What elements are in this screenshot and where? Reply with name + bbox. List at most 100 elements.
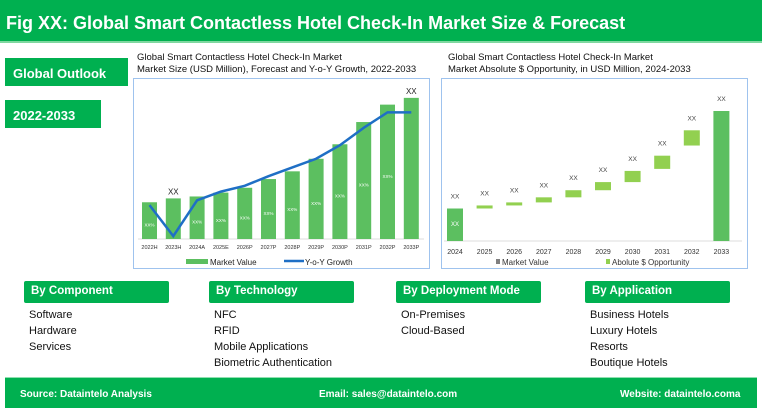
x-tick-label: 2023H [165,245,181,251]
footer: Source: Dataintelo Analysis Email: sales… [5,377,757,408]
chart1-title: Global Smart Contactless Hotel Check-In … [137,52,416,76]
segment-item: Boutique Hotels [590,357,668,369]
bar-2031P [356,122,372,239]
footer-website[interactable]: Website: dataintelo.coma [620,389,741,400]
bar-label: XX% [335,194,345,199]
x-tick-label: 2028 [566,249,582,256]
bar-2033 [713,111,730,241]
legend-swatch-market-value [496,259,500,264]
chart2-box: XX 2024 XX 2025 XX 2026 XX 2027 XX 2028 XX 2029 XX 20… [441,78,748,269]
bar-2030P [332,144,348,239]
bar-2028 [565,190,582,198]
bar-label: XX% [359,183,369,188]
data-label: XX [569,175,578,182]
data-label: XX [510,187,519,194]
chart1-title-line2: Market Size (USD Million), Forecast and … [137,64,417,75]
data-label: XX [717,96,726,103]
bar-label: XX% [311,201,321,206]
segment-list: On-Premises Cloud-Based [401,307,465,339]
x-tick-label: 2024A [189,245,205,251]
segment-header: By Application [585,281,730,303]
x-tick-label: 2028P [284,245,300,251]
bar-label: XX% [263,211,273,216]
segment-item: Luxury Hotels [590,325,658,337]
bar-2029P [308,158,324,239]
x-tick-label: 2025 [477,249,493,256]
x-tick-label: 2032P [380,245,396,251]
bar-2027 [535,197,552,203]
x-tick-label: 2026P [237,245,253,251]
legend-swatch-opportunity [606,259,610,264]
chart1-title-line1: Global Smart Contactless Hotel Check-In … [137,52,342,63]
bar-2030 [624,170,641,183]
bar-2032P [380,104,395,239]
bar-label: XX% [382,174,392,179]
chart2-title-line2: Market Absolute $ Opportunity, in USD Mi… [448,64,691,75]
segment-item: Biometric Authentication [214,357,333,369]
bar-2025 [476,205,493,209]
segment-header: By Deployment Mode [396,281,541,303]
bar-label: XX% [192,220,202,225]
x-tick-label: 2033P [403,245,419,251]
segment-list: NFC RFID Mobile Applications Biometric Auth… [214,307,332,371]
x-tick-label: 2029P [308,245,324,251]
x-tick-label: 2022H [141,245,157,251]
legend-swatch-market-value [186,259,208,264]
segment-item: Services [29,341,72,353]
data-label: XX [539,182,548,189]
chart2-title: Global Smart Contactless Hotel Check-In … [448,52,691,76]
chart2-title-line1: Global Smart Contactless Hotel Check-In … [448,52,653,63]
segment-item: Resorts [590,341,628,353]
footer-source: Source: Dataintelo Analysis [20,389,152,400]
bar-2024A [189,196,205,239]
bar-2027P [261,179,276,239]
segment-item: RFID [214,325,240,337]
bar-2033P [403,97,419,239]
footer-email[interactable]: Email: sales@dataintelo.com [319,389,458,400]
x-tick-label: 2031 [654,249,670,256]
x-tick-label: 2027 [536,249,552,256]
segment-header: By Component [24,281,169,303]
segment-item: NFC [214,309,237,321]
legend-market-value: Market Value [210,258,257,267]
segment-item: Software [29,309,73,321]
segment-list: Software Hardware Services [29,307,77,355]
market-size-chart: XX% 2022H XX 2023H XX% 2024A XX% 2025E XX% 2026P X… [138,87,424,267]
data-label: XX [406,87,417,96]
x-tick-label: 2030P [332,245,348,251]
x-tick-label: 2029 [595,249,611,256]
bar-2032 [683,130,700,146]
bar-label: XX% [216,218,226,223]
bar-2028P [284,171,300,239]
data-label: XX [687,115,696,122]
segment-item: Business Hotels [590,309,669,321]
x-tick-label: 2024 [447,249,463,256]
bar-2031 [654,155,671,169]
x-tick-label: 2031P [356,245,372,251]
segment-item: Hardware [29,325,77,337]
bar-2022H [142,202,157,239]
opportunity-chart: XX 2024 XX 2025 XX 2026 XX 2027 XX 2028 XX 2029 XX 20… [444,96,742,267]
inner-bar-label: XX [451,222,459,228]
bar-label: XX% [287,207,297,212]
data-label: XX [599,167,608,174]
x-tick-label: 2032 [684,249,700,256]
data-label: XX [480,190,489,197]
legend-market-value: Market Value [502,258,549,267]
data-label: XX [658,141,667,148]
segment-list: Business Hotels Luxury Hotels Resorts Bouti… [590,307,669,371]
bar-2024 [447,208,463,241]
bar-2026P [237,187,253,239]
yoy-growth-line [148,111,412,239]
legend-opportunity: Abolute $ Opportunity [612,258,689,267]
bar-2025E [213,192,229,239]
bar-2026 [506,202,523,206]
page-title: Fig XX: Global Smart Contactless Hotel C… [0,0,762,43]
segment-item: Mobile Applications [214,341,309,353]
bar-2023H [165,198,181,239]
x-tick-label: 2026 [506,249,522,256]
bar-2029 [595,182,611,191]
segment-item: Cloud-Based [401,325,465,337]
chart1-box: XX% 2022H XX 2023H XX% 2024A XX% 2025E XX% 2026P X… [133,78,430,269]
legend-yoy-growth: Y-o-Y Growth [305,258,353,267]
